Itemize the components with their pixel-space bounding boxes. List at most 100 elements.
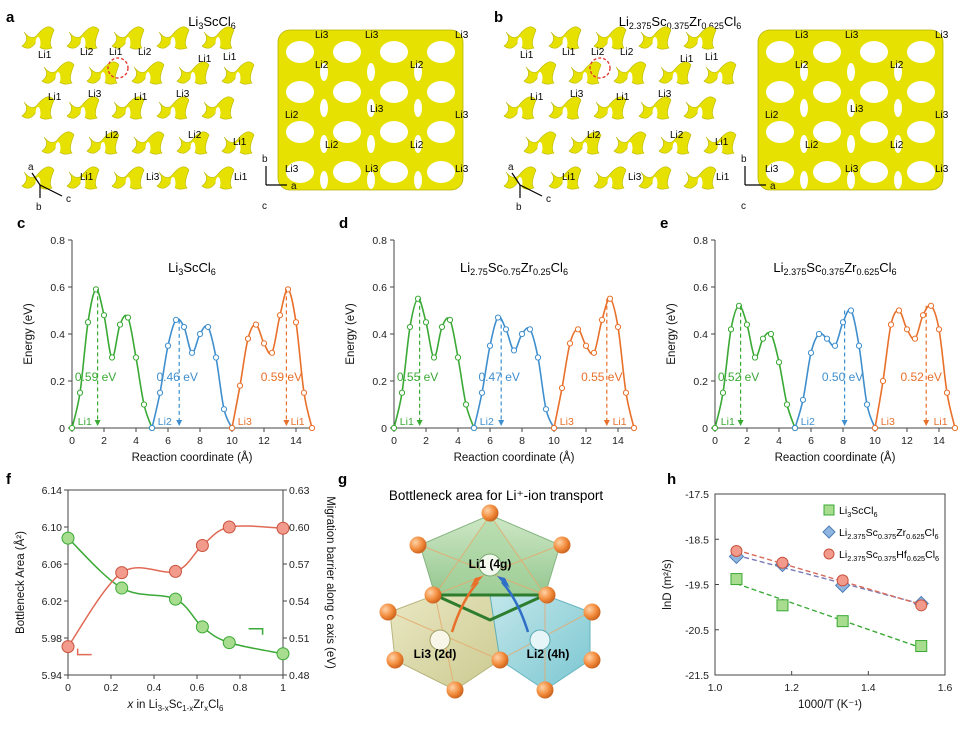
panel-b-formula: Li2.375Sc0.375Zr0.625Cl6 (619, 14, 741, 31)
x-tick-label: 12 (258, 435, 270, 447)
li-site-label: Li2 (315, 60, 329, 71)
isosurface-pore (215, 37, 221, 49)
data-point (606, 295, 614, 302)
li-site-label: Li2 (805, 140, 819, 151)
x-tick-label: 10 (548, 435, 560, 447)
data-point (791, 424, 799, 432)
data-point (222, 636, 236, 650)
data-point (268, 349, 276, 356)
isosurface-pore (286, 121, 314, 143)
x-tick-label: 14 (612, 435, 624, 447)
data-point (558, 384, 566, 392)
x-tick-label: 1.6 (938, 682, 953, 694)
li-site-label: Li3 (845, 164, 859, 175)
isosurface-pore (582, 142, 588, 154)
y-tick-label: 0.4 (50, 329, 65, 341)
y2-axis-title: Migration barrier along c axis (eV) (324, 496, 336, 669)
isosurface-pore (414, 171, 422, 189)
li-site-label: Li1 (705, 52, 719, 63)
li-site-label: Li1 (716, 172, 730, 183)
isosurface-pore (800, 99, 808, 117)
li-site-label: Li1 (48, 92, 62, 103)
data-point (61, 640, 75, 654)
y-tick-label: 0.6 (50, 282, 65, 294)
data-point (919, 312, 927, 319)
series-line (714, 305, 796, 429)
x-tick-label: 0.8 (233, 682, 248, 694)
series-line (794, 308, 876, 429)
isosurface-pore (894, 135, 902, 153)
axis-label-a: a (508, 162, 514, 173)
panel-c-energy-profile: c Li3ScCl6 0 2 4 6 8 10 12 14 0 0.2 0.4 0.6 0.8 Reactio… (17, 215, 316, 464)
isosurface-pore (847, 135, 855, 153)
data-point (915, 599, 928, 612)
site-label: Li1 (291, 416, 305, 428)
site-label: Li1 (934, 416, 948, 428)
isosurface-pore (697, 37, 703, 49)
cl-atom (583, 651, 601, 669)
li-site-label: Li3 (765, 164, 779, 175)
li-site-label: Li1 (198, 54, 212, 65)
arrow-head (470, 576, 483, 588)
isosurface-pore (672, 72, 678, 84)
x-tick-label: 6 (487, 435, 493, 447)
panel-letter-g: g (338, 471, 347, 488)
isosurface-pore (717, 72, 723, 84)
isosurface-pore (380, 41, 408, 63)
data-point (124, 314, 132, 321)
y-axis-title: Energy (eV) (666, 303, 678, 365)
x-tick-label: 14 (933, 435, 945, 447)
isosurface-pore (320, 99, 328, 117)
isosurface-pore (766, 161, 794, 183)
data-point (711, 424, 719, 432)
site-label: Li3 (560, 416, 574, 428)
axis-label-c: c (66, 194, 71, 205)
data-point (927, 302, 935, 309)
axis-label-c: c (546, 194, 551, 205)
isosurface-pore (55, 142, 61, 154)
fit-line (736, 582, 922, 649)
legend-marker (822, 525, 836, 539)
barrier-value-label: 0.52 eV (718, 370, 759, 384)
data-point (759, 335, 767, 342)
li-site-label: Li1 (715, 137, 729, 148)
x-tick-label: 12 (901, 435, 913, 447)
barrier-value-label: 0.55 eV (581, 370, 622, 384)
isosurface-pore (652, 107, 658, 119)
data-point (550, 424, 558, 432)
y2-tick-label: 0.57 (289, 559, 310, 571)
site-label: Li1 (78, 416, 92, 428)
label-li3-2d: Li3 (2d) (414, 647, 457, 661)
y-tick-label: -20.5 (685, 625, 709, 637)
isosurface-pore (894, 171, 902, 189)
data-point (836, 615, 849, 628)
formula-text: Li2.375Sc0.375Zr0.625Cl6 (839, 527, 939, 541)
x-tick-label: 8 (197, 435, 203, 447)
y-tick-label: 0.2 (50, 376, 65, 388)
right-axis-indicator (248, 628, 264, 635)
data-point (164, 342, 172, 349)
structure-view-2: Li3 Li3 Li3 Li2 Li2 Li3 Li2 Li3 Li2 Li2 Li3 Li3 Li3 (277, 29, 469, 191)
data-point (196, 330, 204, 338)
isosurface-pore (847, 63, 855, 81)
arrow-head (737, 420, 744, 426)
panel-letter: f (6, 471, 12, 488)
x-tick-label: 1.2 (784, 682, 799, 694)
data-point (855, 342, 863, 349)
data-point (180, 323, 188, 331)
isosurface-pore (320, 171, 328, 189)
isosurface-pore (333, 121, 361, 143)
li-site-label: Li2 (325, 140, 339, 151)
isosurface-pore (562, 177, 568, 189)
data-point (871, 424, 879, 432)
y-tick-label: 0.8 (693, 235, 708, 247)
barrier-value-label: 0.55 eV (397, 370, 438, 384)
data-point (598, 316, 606, 323)
isosurface-pore (145, 72, 151, 84)
isosurface-pore (517, 37, 523, 49)
x-tick-label: 2 (423, 435, 429, 447)
arrow-head (176, 420, 183, 426)
x-tick-label: 8 (840, 435, 846, 447)
highlight-circle (589, 57, 611, 79)
